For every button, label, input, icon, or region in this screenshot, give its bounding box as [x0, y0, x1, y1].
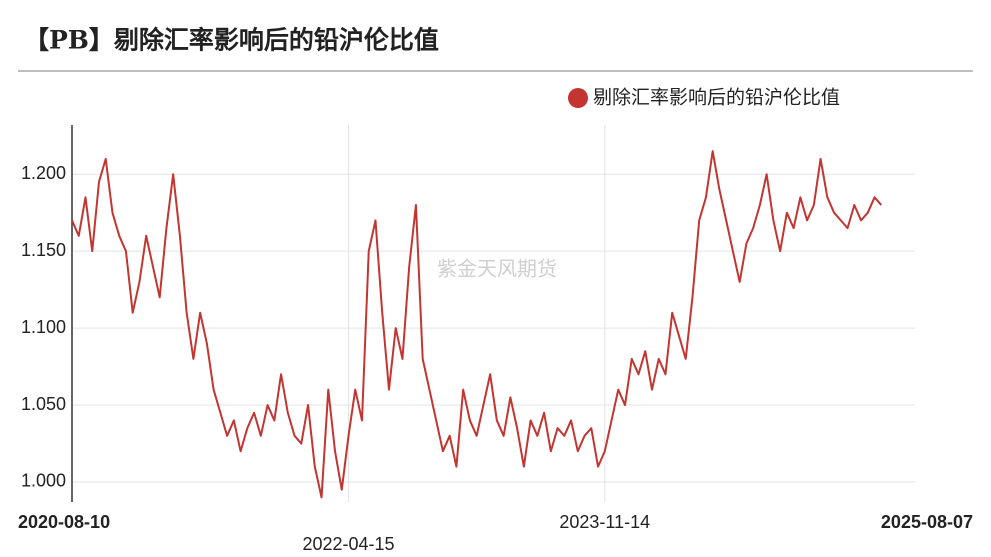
y-tick-label: 1.200 [21, 163, 66, 183]
y-tick-label: 1.050 [21, 394, 66, 414]
legend-label: 剔除汇率影响后的铅沪伦比值 [593, 87, 840, 109]
x-tick-label: 2023-11-14 [559, 512, 650, 532]
y-tick-label: 1.150 [21, 240, 66, 260]
series-line [71, 150, 883, 499]
legend-marker [568, 88, 588, 108]
watermark: 紫金天风期货 [437, 257, 557, 281]
y-tick-label: 1.000 [21, 471, 66, 491]
x-tick-label: 2025-08-07 [881, 512, 973, 532]
y-tick-label: 1.100 [21, 317, 66, 337]
x-tick-label: 2020-08-10 [18, 512, 110, 532]
x-tick-label: 2022-04-15 [302, 534, 394, 554]
chart-title: 【PB】剔除汇率影响后的铅沪伦比值 [24, 26, 439, 55]
